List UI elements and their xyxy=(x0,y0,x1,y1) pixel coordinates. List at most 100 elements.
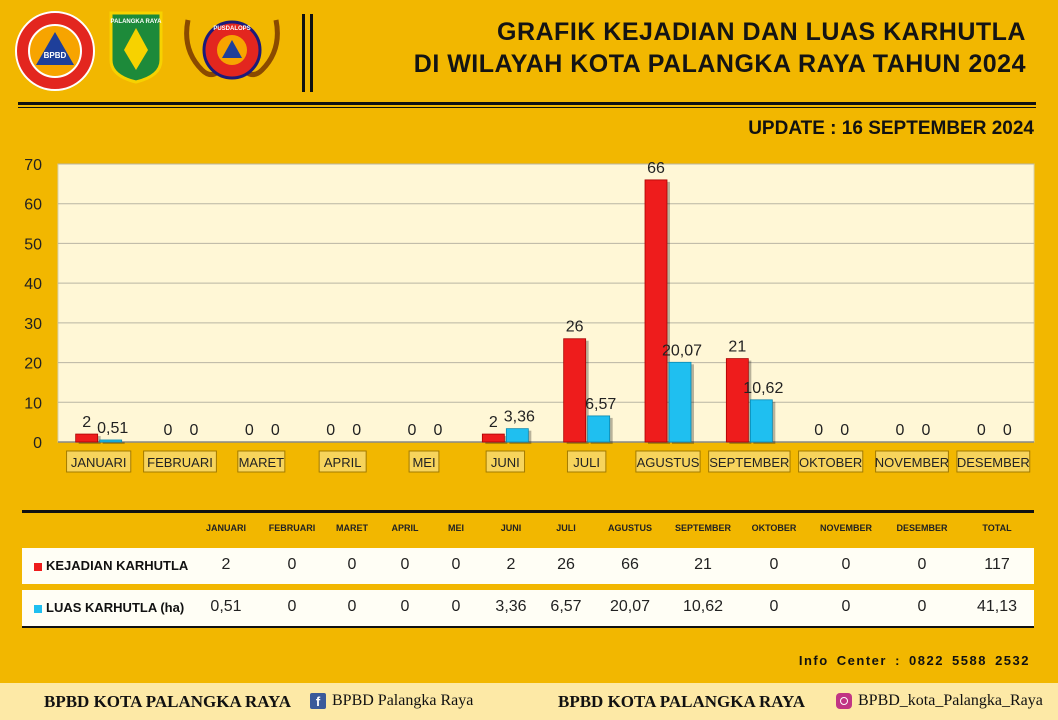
table-cell: 2 xyxy=(221,556,231,573)
bar-luas xyxy=(587,415,611,443)
x-category-label: NOVEMBER xyxy=(875,455,949,470)
bar-luas xyxy=(668,361,692,443)
data-label-luas: 0 xyxy=(1003,422,1012,439)
legend-swatch-red xyxy=(34,562,42,571)
x-category-box xyxy=(66,450,132,473)
table-cell: 26 xyxy=(557,556,575,573)
bpbd-logo-text: BPBD xyxy=(44,51,67,60)
data-label-luas: 0,51 xyxy=(97,420,128,437)
instagram-icon xyxy=(836,693,852,710)
facebook-handle: BPBD Palangka Raya xyxy=(332,692,474,709)
data-label-kejadian: 0 xyxy=(408,422,417,439)
data-label-kejadian: 2 xyxy=(489,414,498,431)
data-label-kejadian: 66 xyxy=(647,160,665,177)
row-label-text: LUAS KARHUTLA (ha) xyxy=(46,600,185,615)
table-cell: 0,51 xyxy=(210,598,242,615)
footer-facebook[interactable]: f BPBD Palangka Raya xyxy=(310,692,473,710)
data-label-luas: 6,57 xyxy=(585,396,616,413)
bar-luas xyxy=(749,399,773,443)
table-cell: 0 xyxy=(841,556,851,573)
table-cell: 20,07 xyxy=(609,598,651,615)
instagram-handle: BPBD_kota_Palangka_Raya xyxy=(858,692,1043,709)
x-category-label: OKTOBER xyxy=(799,455,862,470)
table-cell: 6,57 xyxy=(550,598,582,615)
table-cell: 0 xyxy=(347,598,357,615)
table-row-luas: LUAS KARHUTLA (ha) 0,51 0 0 0 0 3,36 6,57 20,07… xyxy=(22,590,1034,626)
x-category-box xyxy=(708,450,791,473)
data-label-kejadian: 0 xyxy=(977,422,986,439)
bpbd-logo: BPBD xyxy=(15,11,95,91)
x-category-box xyxy=(485,450,526,473)
row-label-kejadian: KEJADIAN KARHUTLA xyxy=(34,558,188,573)
data-label-luas: 0 xyxy=(352,422,361,439)
table-header-cell: TOTAL xyxy=(982,523,1012,533)
data-label-luas: 0 xyxy=(840,422,849,439)
x-category-label: SEPTEMBER xyxy=(709,455,789,470)
row-label-text: KEJADIAN KARHUTLA xyxy=(46,558,189,573)
table-cell: 0 xyxy=(400,598,410,615)
table-cell: 0 xyxy=(287,556,297,573)
header: BPBD PALANGKA RAYA PUSDALOPS GRAFIK KEJA… xyxy=(0,0,1058,105)
table-cell: 0 xyxy=(917,556,927,573)
table-header-cell: JUNI xyxy=(500,523,522,533)
table-header-cell: OKTOBER xyxy=(751,523,797,533)
data-label-kejadian: 26 xyxy=(566,319,584,336)
table-cell: 0 xyxy=(400,556,410,573)
footer-org-center: BPBD KOTA PALANGKA RAYA xyxy=(558,692,806,711)
x-category-box xyxy=(237,450,286,473)
header-rule xyxy=(18,102,1036,105)
table-header-cell: SEPTEMBER xyxy=(674,523,732,533)
palangka-raya-logo: PALANGKA RAYA xyxy=(109,11,163,84)
data-label-kejadian: 0 xyxy=(326,422,335,439)
table-cell: 0 xyxy=(347,556,357,573)
header-separator xyxy=(310,14,313,92)
table-header-cell: MEI xyxy=(447,523,465,533)
table-cell: 0 xyxy=(917,598,927,615)
x-category-label: FEBRUARI xyxy=(147,455,213,470)
x-category-label: JANUARI xyxy=(71,455,127,470)
legend-swatch-blue xyxy=(34,604,42,613)
data-label-luas: 0 xyxy=(922,422,931,439)
data-label-luas: 0 xyxy=(434,422,443,439)
title-line-2: DI WILAYAH KOTA PALANGKA RAYA TAHUN 2024 xyxy=(413,50,1026,78)
x-category-label: APRIL xyxy=(324,455,362,470)
data-table: JANUARI FEBRUARI MARET APRIL MEI JUNI JULI AGUS… xyxy=(22,510,1034,628)
plot-area xyxy=(57,163,1035,443)
pusdalops-logo: PUSDALOPS xyxy=(184,19,280,80)
table-cell: 3,36 xyxy=(495,598,527,615)
footer: BPBD KOTA PALANGKA RAYA f BPBD Palangka R… xyxy=(0,683,1058,720)
data-label-luas: 0 xyxy=(190,422,199,439)
facebook-icon: f xyxy=(310,693,326,710)
table-row-kejadian: KEJADIAN KARHUTLA 2 0 0 0 0 2 26 66 21 0 0 0 117 xyxy=(22,548,1034,584)
bar-kejadian xyxy=(725,358,749,443)
y-tick-label: 60 xyxy=(24,197,42,214)
bar-kejadian xyxy=(644,179,668,443)
x-category-box xyxy=(956,450,1031,473)
data-label-kejadian: 2 xyxy=(82,414,91,431)
x-category-label: JULI xyxy=(573,455,600,470)
header-separator xyxy=(302,14,305,92)
footer-instagram[interactable]: BPBD_kota_Palangka_Raya xyxy=(836,692,1043,710)
info-center: Info Center : 0822 5588 2532 xyxy=(798,653,1030,668)
data-label-kejadian: 0 xyxy=(814,422,823,439)
table-cell: 66 xyxy=(621,556,639,573)
data-label-luas: 20,07 xyxy=(662,342,702,359)
table-cell: 0 xyxy=(287,598,297,615)
y-tick-label: 30 xyxy=(24,316,42,333)
x-category-label: MARET xyxy=(239,455,285,470)
table-cell: 0 xyxy=(769,598,779,615)
bar-kejadian xyxy=(481,433,505,443)
table-cell: 41,13 xyxy=(976,598,1018,615)
data-label-luas: 10,62 xyxy=(743,380,783,397)
data-label-kejadian: 0 xyxy=(164,422,173,439)
footer-org-left: BPBD KOTA PALANGKA RAYA xyxy=(44,692,292,711)
table-bottom-rule xyxy=(22,625,1034,628)
table-header-cell: DESEMBER xyxy=(896,523,948,533)
table-header-cell: MARET xyxy=(336,523,368,533)
y-tick-label: 70 xyxy=(24,157,42,174)
table-cell: 10,62 xyxy=(682,598,724,615)
table-cell: 0 xyxy=(769,556,779,573)
x-category-box xyxy=(798,450,864,473)
table-cell: 117 xyxy=(984,556,1010,573)
